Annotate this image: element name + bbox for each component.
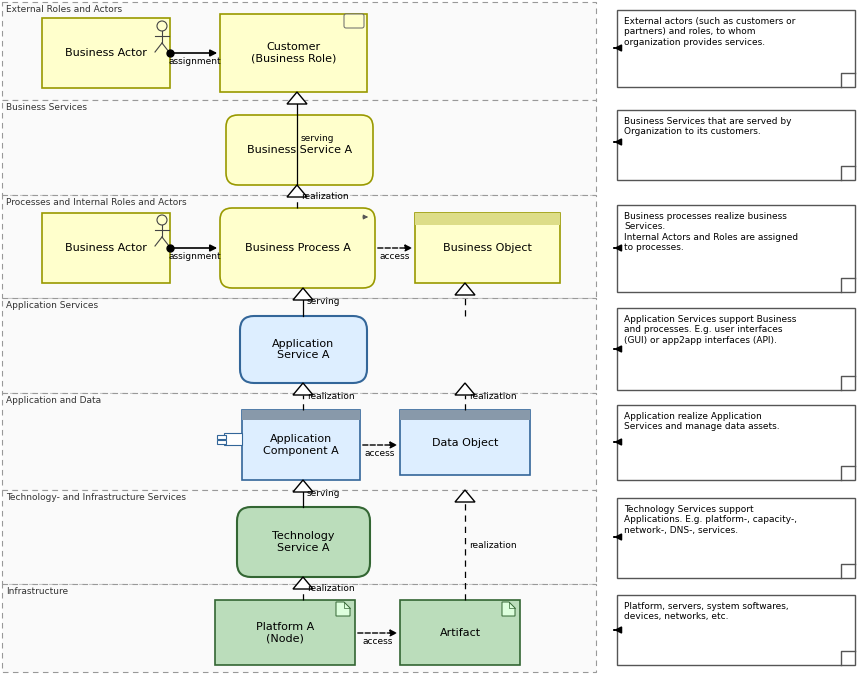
Bar bbox=[2, 490, 596, 584]
Text: Application realize Application
Services and manage data assets.: Application realize Application Services… bbox=[624, 412, 779, 431]
Polygon shape bbox=[455, 490, 475, 502]
Polygon shape bbox=[502, 602, 515, 616]
Bar bbox=[2, 100, 596, 195]
Bar bbox=[415, 213, 560, 283]
Polygon shape bbox=[293, 288, 313, 300]
Text: Processes and Internal Roles and Actors: Processes and Internal Roles and Actors bbox=[6, 198, 187, 207]
Text: realization: realization bbox=[469, 540, 517, 549]
Bar bbox=[220, 14, 367, 92]
Text: Customer
(Business Role): Customer (Business Role) bbox=[251, 42, 336, 64]
Bar bbox=[217, 435, 226, 439]
Bar bbox=[617, 308, 855, 390]
Polygon shape bbox=[293, 577, 313, 589]
Text: Business Object: Business Object bbox=[443, 243, 532, 253]
Text: realization: realization bbox=[307, 392, 354, 401]
Text: serving: serving bbox=[307, 297, 340, 306]
Bar bbox=[400, 410, 530, 475]
Text: serving: serving bbox=[307, 489, 340, 498]
Polygon shape bbox=[293, 383, 313, 395]
Bar bbox=[617, 498, 855, 578]
Text: Business Actor: Business Actor bbox=[65, 48, 147, 58]
Bar bbox=[617, 110, 855, 180]
Bar bbox=[2, 393, 596, 490]
Bar bbox=[2, 584, 596, 672]
Polygon shape bbox=[455, 283, 475, 295]
Text: Application and Data: Application and Data bbox=[6, 396, 101, 405]
Text: realization: realization bbox=[469, 392, 517, 401]
Bar bbox=[2, 195, 596, 298]
Text: Technology- and Infrastructure Services: Technology- and Infrastructure Services bbox=[6, 493, 186, 502]
Text: Artifact: Artifact bbox=[440, 627, 480, 638]
Text: access: access bbox=[365, 449, 395, 458]
Bar bbox=[42, 18, 170, 88]
Polygon shape bbox=[336, 602, 350, 616]
Polygon shape bbox=[287, 92, 307, 104]
Text: realization: realization bbox=[307, 584, 354, 593]
Polygon shape bbox=[287, 185, 307, 197]
FancyBboxPatch shape bbox=[226, 115, 373, 185]
Bar bbox=[242, 410, 360, 420]
Text: Business processes realize business
Services.
Internal Actors and Roles are assi: Business processes realize business Serv… bbox=[624, 212, 798, 252]
Text: Platform A
(Node): Platform A (Node) bbox=[256, 622, 314, 643]
Bar bbox=[242, 410, 360, 480]
Text: Platform, servers, system softwares,
devices, networks, etc.: Platform, servers, system softwares, dev… bbox=[624, 602, 789, 621]
Text: External Roles and Actors: External Roles and Actors bbox=[6, 5, 122, 14]
Bar bbox=[617, 10, 855, 87]
Text: Business Services that are served by
Organization to its customers.: Business Services that are served by Org… bbox=[624, 117, 791, 136]
Text: Business Process A: Business Process A bbox=[245, 243, 351, 253]
Bar bbox=[217, 440, 226, 444]
Text: Application
Component A: Application Component A bbox=[264, 434, 339, 456]
Text: assignment: assignment bbox=[168, 57, 221, 66]
Polygon shape bbox=[293, 480, 313, 492]
Bar bbox=[42, 213, 170, 283]
Text: External actors (such as customers or
partners) and roles, to whom
organization : External actors (such as customers or pa… bbox=[624, 17, 796, 47]
Bar bbox=[617, 595, 855, 665]
Bar bbox=[400, 410, 530, 420]
FancyBboxPatch shape bbox=[220, 208, 375, 288]
Polygon shape bbox=[455, 383, 475, 395]
Bar bbox=[400, 600, 520, 665]
Text: Data Object: Data Object bbox=[432, 437, 499, 447]
Text: Business Services: Business Services bbox=[6, 103, 87, 112]
Bar bbox=[215, 600, 355, 665]
Text: Application Services: Application Services bbox=[6, 301, 98, 310]
Text: Technology
Service A: Technology Service A bbox=[272, 531, 334, 553]
Text: Infrastructure: Infrastructure bbox=[6, 587, 68, 596]
Text: Application Services support Business
and processes. E.g. user interfaces
(GUI) : Application Services support Business an… bbox=[624, 315, 797, 345]
Text: access: access bbox=[362, 637, 392, 646]
Text: Technology Services support
Applications. E.g. platform-, capacity-,
network-, D: Technology Services support Applications… bbox=[624, 505, 797, 535]
Bar bbox=[224, 433, 242, 445]
Bar bbox=[415, 213, 560, 225]
Bar bbox=[617, 405, 855, 480]
FancyBboxPatch shape bbox=[344, 14, 364, 28]
Bar bbox=[2, 298, 596, 393]
Bar bbox=[2, 2, 596, 100]
Text: Application
Service A: Application Service A bbox=[272, 339, 334, 361]
Text: realization: realization bbox=[301, 192, 349, 201]
Text: Business Service A: Business Service A bbox=[247, 145, 352, 155]
Bar bbox=[617, 205, 855, 292]
Text: assignment: assignment bbox=[168, 252, 221, 261]
FancyBboxPatch shape bbox=[237, 507, 370, 577]
Text: access: access bbox=[380, 252, 410, 261]
FancyBboxPatch shape bbox=[240, 316, 367, 383]
Text: serving: serving bbox=[301, 134, 334, 143]
Text: Business Actor: Business Actor bbox=[65, 243, 147, 253]
